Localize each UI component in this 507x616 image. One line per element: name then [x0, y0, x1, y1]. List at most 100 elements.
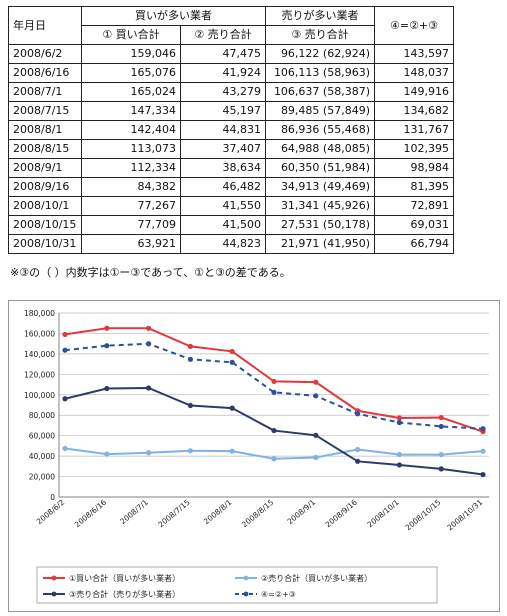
cell-c2: 41,550	[180, 196, 266, 216]
y-tick-label: 180,000	[24, 309, 55, 318]
data-point-series-3	[355, 458, 361, 464]
cell-c1: 112,334	[81, 158, 181, 178]
y-tick-label: 120,000	[24, 370, 55, 379]
table-row: 2008/6/2 159,046 47,475 96,122 (62,924) 143,…	[8, 44, 454, 64]
data-point-series-4	[187, 356, 193, 362]
y-tick-label: 40,000	[29, 452, 55, 461]
data-point-series-1	[396, 415, 402, 421]
data-point-series-3	[229, 405, 235, 411]
data-point-series-1	[438, 414, 444, 421]
header-col4: ④=②+③	[374, 6, 454, 45]
cell-c3: 31,341 (45,926)	[265, 196, 375, 216]
cell-date: 2008/7/15	[8, 101, 82, 121]
cell-date: 2008/9/1	[8, 158, 82, 178]
data-point-series-3	[187, 402, 193, 409]
cell-c4: 66,794	[374, 234, 454, 254]
y-tick-label: 160,000	[24, 329, 55, 338]
data-point-series-2	[187, 448, 193, 454]
data-point-series-4	[104, 343, 110, 349]
header-col2: ② 売り合計	[180, 25, 266, 45]
data-point-series-3	[438, 466, 444, 472]
legend-marker-1	[51, 575, 57, 581]
line-chart: 0 20,000 40,000 60,000 80,000 100,000 120,000 1…	[8, 300, 500, 612]
data-point-series-3	[104, 385, 110, 392]
cell-c4: 98,984	[374, 158, 454, 178]
cell-c1: 142,404	[81, 120, 181, 140]
data-point-series-3	[480, 471, 486, 478]
y-tick-label: 100,000	[24, 391, 55, 400]
cell-c3: 64,988 (48,085)	[265, 139, 375, 159]
cell-c4: 148,037	[374, 63, 454, 83]
legend-marker-3	[51, 591, 57, 597]
x-tick-label: 2008/7/15	[156, 497, 191, 529]
series-line-4	[64, 342, 484, 430]
cell-c3: 86,936 (55,468)	[265, 120, 375, 140]
data-point-series-1	[187, 343, 193, 349]
data-point-series-2	[313, 454, 319, 461]
data-point-series-2	[229, 448, 235, 454]
data-point-series-4	[438, 423, 444, 430]
cell-date: 2008/10/15	[8, 215, 82, 235]
data-point-series-1	[229, 348, 235, 355]
header-col3: ③ 売り合計	[265, 25, 375, 45]
y-tick-label: 80,000	[29, 411, 55, 420]
cell-c3: 34,913 (49,469)	[265, 177, 375, 197]
cell-date: 2008/6/16	[8, 63, 82, 83]
cell-date: 2008/8/15	[8, 139, 82, 159]
cell-c4: 131,767	[374, 120, 454, 140]
x-tick-label: 2008/9/16	[324, 497, 359, 529]
cell-c3: 106,113 (58,963)	[265, 63, 375, 83]
cell-c3: 27,531 (50,178)	[265, 215, 375, 235]
cell-c4: 149,916	[374, 82, 454, 102]
cell-c4: 134,682	[374, 101, 454, 121]
x-tick-label: 2008/7/1	[118, 497, 150, 526]
cell-c2: 41,924	[180, 63, 266, 83]
cell-c2: 44,823	[180, 234, 266, 254]
table-row: 2008/10/31 63,921 44,823 21,971 (41,950) 66,…	[8, 234, 454, 254]
cell-c1: 159,046	[81, 44, 181, 64]
cell-c2: 43,279	[180, 82, 266, 102]
table-row: 2008/9/16 84,382 46,482 34,913 (49,469) 81,3…	[8, 177, 454, 197]
cell-c3: 21,971 (41,950)	[265, 234, 375, 254]
x-tick-label: 2008/10/31	[445, 497, 484, 532]
data-point-series-1	[313, 379, 319, 385]
cell-c4: 102,395	[374, 139, 454, 159]
x-tick-label: 2008/8/1	[202, 497, 234, 526]
legend-box	[36, 566, 438, 604]
x-tick-label: 2008/9/1	[285, 497, 317, 526]
chart-svg: 0 20,000 40,000 60,000 80,000 100,000 120,000 1…	[24, 309, 489, 604]
data-point-series-2	[438, 451, 444, 458]
cell-c1: 113,073	[81, 139, 181, 159]
legend-label-1: ①買い合計（買いが多い業者）	[69, 573, 180, 583]
y-tick-label: 0	[50, 493, 55, 502]
data-point-series-1	[62, 331, 68, 338]
cell-date: 2008/8/1	[8, 120, 82, 140]
legend-marker-4	[243, 591, 249, 597]
cell-c1: 77,267	[81, 196, 181, 216]
table-row: 2008/10/15 77,709 41,500 27,531 (50,178) 69,…	[8, 215, 454, 235]
cell-c1: 77,709	[81, 215, 181, 235]
cell-c1: 63,921	[81, 234, 181, 254]
cell-c2: 47,475	[180, 44, 266, 64]
data-point-series-3	[62, 396, 68, 402]
data-point-series-3	[271, 427, 277, 434]
table-row: 2008/8/1 142,404 44,831 86,936 (55,468) 131,…	[8, 120, 454, 140]
cell-c1: 165,076	[81, 63, 181, 83]
x-tick-label: 2008/6/16	[73, 497, 108, 529]
data-point-series-2	[146, 450, 152, 456]
cell-c2: 45,197	[180, 101, 266, 121]
cell-c3: 96,122 (62,924)	[265, 44, 375, 64]
data-point-series-4	[229, 359, 235, 365]
data-point-series-3	[146, 385, 152, 391]
data-point-series-4	[480, 426, 486, 432]
cell-c1: 147,334	[81, 101, 181, 121]
data-point-series-4	[396, 419, 402, 426]
data-point-series-1	[146, 325, 152, 331]
legend-label-2: ②売り合計（買いが多い業者）	[261, 573, 372, 583]
data-point-series-4	[271, 389, 277, 395]
y-tick-label: 60,000	[29, 432, 55, 441]
x-tick-label: 2008/8/15	[240, 497, 275, 529]
data-point-series-2	[104, 451, 110, 457]
data-point-series-3	[313, 432, 319, 438]
legend-label-3: ③売り合計（売りが多い業者）	[69, 589, 180, 599]
